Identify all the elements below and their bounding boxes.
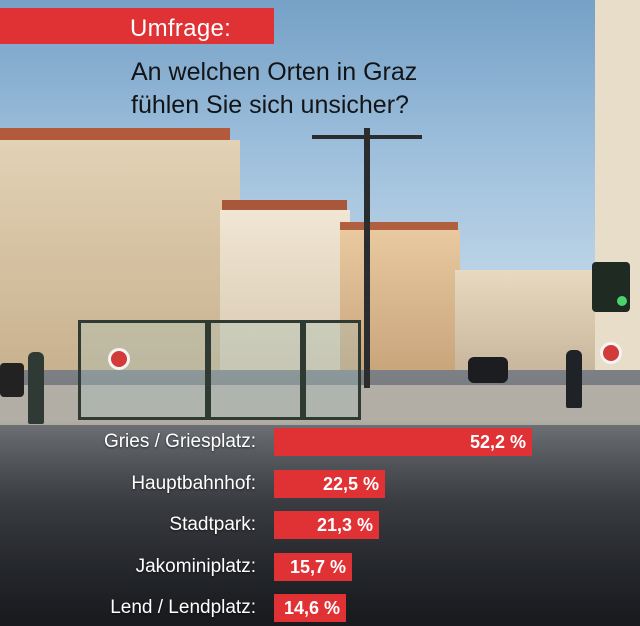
category-label: Lend / Lendplatz: xyxy=(110,597,256,618)
category-label: Hauptbahnhof: xyxy=(131,473,256,494)
building xyxy=(0,140,240,380)
car xyxy=(0,363,24,397)
car xyxy=(468,357,508,383)
pedestrian xyxy=(566,350,582,408)
bar-value-label: 22,5 % xyxy=(322,474,379,494)
bar-value-label: 21,3 % xyxy=(316,515,373,535)
category-label: Jakominiplatz: xyxy=(135,556,256,577)
title-line-2: fühlen Sie sich unsicher? xyxy=(131,91,409,119)
bar xyxy=(274,594,346,622)
category-label: Stadtpark: xyxy=(169,514,256,535)
no-parking-sign-icon xyxy=(600,342,622,364)
page-title: An welchen Orten in Graz fühlen Sie sich… xyxy=(131,56,591,122)
bar xyxy=(274,470,385,498)
building xyxy=(220,210,350,380)
title-line-1: An welchen Orten in Graz xyxy=(131,58,418,86)
survey-tag-label: Umfrage: xyxy=(130,15,232,42)
bus-shelter xyxy=(208,320,303,420)
pedestrian xyxy=(28,352,44,424)
street-lamp-arm xyxy=(312,135,422,139)
bar-value-label: 52,2 % xyxy=(469,432,526,452)
bar-value-label: 15,7 % xyxy=(289,557,346,577)
bus-shelter xyxy=(303,320,361,420)
bar xyxy=(274,428,532,456)
bus-shelter xyxy=(78,320,208,420)
survey-tag: Umfrage: xyxy=(0,8,274,44)
bar xyxy=(274,553,352,581)
category-label: Gries / Griesplatz: xyxy=(103,431,256,452)
building-right xyxy=(595,0,640,440)
no-parking-sign-icon xyxy=(108,348,130,370)
street-lamp-pole xyxy=(364,128,370,388)
bar xyxy=(274,511,379,539)
bar-value-label: 14,6 % xyxy=(283,598,340,618)
traffic-light-green xyxy=(617,296,627,306)
